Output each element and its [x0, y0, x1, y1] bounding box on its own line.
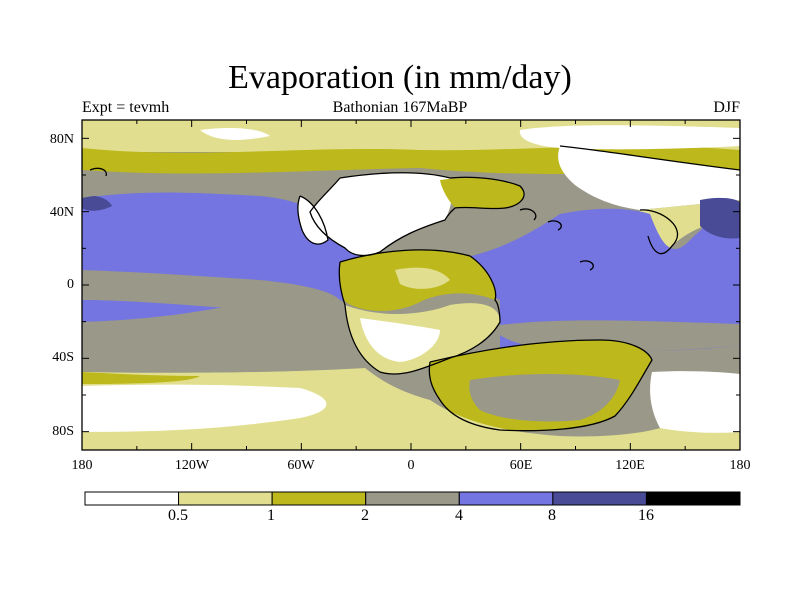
coast-gondwana	[338, 249, 501, 375]
field-gondwana-white	[360, 318, 440, 362]
coast-antarctica	[428, 339, 653, 432]
field-laurasia-land	[310, 172, 453, 256]
map-title: Evaporation (in mm/day)	[228, 59, 572, 96]
coast-ne	[559, 145, 740, 171]
field-antarctic-grey	[469, 374, 620, 422]
field-southern-white-w	[82, 384, 327, 432]
colorbar-label-4: 4	[455, 507, 463, 524]
colorbar-label-2: 2	[361, 507, 369, 524]
field-midlat-south	[82, 298, 365, 373]
lat-label-80n: 80N	[49, 132, 74, 147]
coast-east	[639, 209, 679, 255]
axis-ticks	[81, 120, 741, 450]
colorbar-box-6	[645, 491, 741, 506]
field-midlat-north	[82, 176, 346, 200]
colorbar-label-8: 8	[548, 507, 556, 524]
colorbar-box-2	[271, 491, 367, 506]
lat-label-40n: 40N	[49, 205, 74, 220]
lon-label-180w: 180	[71, 458, 93, 473]
coast-islands	[519, 208, 594, 271]
field-dark-patch-w	[82, 195, 112, 211]
colorbar-box-0	[84, 491, 180, 506]
field-europe-land	[440, 178, 525, 209]
colorbar-boxes	[84, 491, 741, 506]
coast-mexico	[297, 195, 329, 245]
colorbar-box-3	[365, 491, 460, 506]
lon-label-60e: 60E	[509, 458, 533, 473]
colorbar-label-16: 16	[638, 507, 654, 524]
lon-label-180e: 180	[729, 458, 751, 473]
lon-label-0: 0	[407, 458, 415, 473]
colorbar-box-5	[552, 491, 647, 506]
field-africa-pale	[395, 267, 450, 289]
field-southern-white-e	[650, 371, 740, 433]
experiment-label: Expt = tevmh	[82, 99, 170, 116]
field-arctic-patch-1	[200, 128, 270, 140]
period-label: Bathonian 167MaBP	[332, 99, 468, 116]
lon-label-120e: 120E	[615, 458, 645, 473]
lon-label-60w: 60W	[287, 458, 315, 473]
colorbar-box-4	[458, 491, 554, 506]
lat-label-40s: 40S	[52, 350, 74, 365]
season-label: DJF	[713, 99, 740, 116]
lon-label-120w: 120W	[174, 458, 210, 473]
colorbar-box-1	[178, 491, 273, 506]
field-equatorial-grey-w	[82, 270, 340, 309]
colorbar-label-1: 1	[267, 507, 275, 524]
coastlines	[89, 145, 740, 432]
field-dark-patch-e	[700, 197, 740, 239]
lat-label-0: 0	[67, 277, 74, 292]
colorbar-label-0-5: 0.5	[168, 507, 188, 524]
field-arctic-patch-2	[519, 125, 740, 150]
coast-nw-island	[89, 167, 107, 177]
field-ne-land	[558, 146, 740, 210]
field-southern-ochre	[82, 372, 200, 384]
lat-label-80s: 80S	[52, 424, 74, 439]
